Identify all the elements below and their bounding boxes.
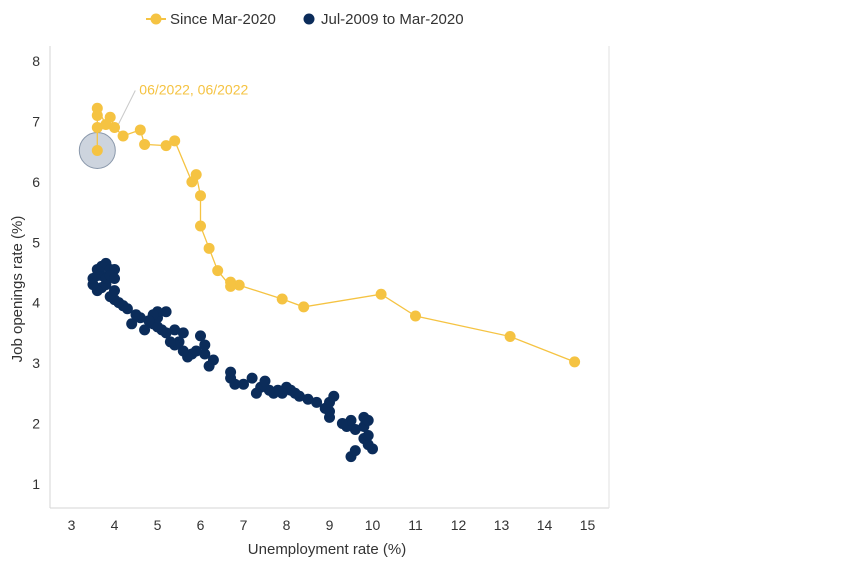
data-point-since-mar-2020 [504, 330, 516, 342]
data-point-jul2009-mar2020 [199, 339, 211, 351]
data-point-jul2009-mar2020 [139, 324, 151, 336]
data-point-jul2009-mar2020 [199, 348, 211, 360]
x-tick-label: 4 [111, 517, 119, 533]
legend-swatch-since-mar-2020 [150, 13, 162, 25]
x-tick-label: 3 [68, 517, 76, 533]
data-point-jul2009-mar2020 [238, 378, 249, 390]
data-point-jul2009-mar2020 [362, 414, 374, 426]
data-point-since-mar-2020 [186, 176, 198, 188]
data-point-since-mar-2020 [100, 119, 112, 131]
data-point-jul2009-mar2020 [259, 375, 271, 387]
data-point-jul2009-mar2020 [109, 273, 120, 285]
data-point-since-mar-2020 [375, 288, 387, 300]
x-tick-label: 7 [240, 517, 248, 533]
data-point-since-mar-2020 [91, 144, 103, 156]
data-point-since-mar-2020 [212, 265, 224, 277]
data-point-jul2009-mar2020 [203, 360, 215, 372]
x-tick-label: 5 [154, 517, 162, 533]
data-point-since-mar-2020 [225, 280, 237, 292]
data-point-jul2009-mar2020 [225, 366, 237, 378]
data-point-since-mar-2020 [160, 140, 172, 152]
data-point-since-mar-2020 [109, 122, 120, 134]
y-tick-label: 5 [32, 234, 40, 250]
x-tick-label: 9 [326, 517, 334, 533]
data-point-jul2009-mar2020 [164, 336, 176, 348]
data-point-since-mar-2020 [298, 301, 310, 313]
series-since-mar-2020 [91, 102, 581, 368]
data-point-jul2009-mar2020 [109, 285, 120, 297]
x-tick-label: 8 [283, 517, 291, 533]
y-tick-label: 1 [32, 476, 40, 492]
y-tick-label: 6 [32, 174, 40, 190]
legend: Since Mar-2020 Jul-2009 to Mar-2020 [146, 11, 464, 28]
x-tick-label: 12 [451, 517, 467, 533]
annotation-label: 06/2022, 06/2022 [139, 81, 248, 97]
x-tick-label: 13 [494, 517, 510, 533]
data-point-since-mar-2020 [195, 220, 206, 232]
data-point-jul2009-mar2020 [169, 324, 181, 336]
y-tick-label: 7 [32, 113, 40, 129]
data-point-jul2009-mar2020 [160, 306, 172, 318]
data-point-since-mar-2020 [410, 310, 421, 322]
data-point-jul2009-mar2020 [130, 309, 142, 321]
legend-label-since-mar-2020: Since Mar-2020 [170, 11, 276, 28]
y-axis-title: Job openings rate (%) [9, 216, 26, 363]
data-point-since-mar-2020 [276, 293, 288, 305]
y-tick-label: 3 [32, 355, 40, 371]
data-point-since-mar-2020 [203, 242, 215, 254]
data-point-jul2009-mar2020 [143, 315, 155, 327]
data-point-since-mar-2020 [195, 190, 206, 202]
x-tick-label: 10 [365, 517, 381, 533]
data-point-since-mar-2020 [139, 138, 151, 150]
data-point-since-mar-2020 [233, 279, 245, 291]
data-point-since-mar-2020 [134, 124, 146, 136]
data-point-jul2009-mar2020 [195, 330, 206, 342]
x-tick-label: 15 [580, 517, 596, 533]
data-point-since-mar-2020 [91, 122, 103, 134]
data-point-jul2009-mar2020 [362, 430, 374, 442]
y-tick-label: 8 [32, 53, 40, 69]
data-point-jul2009-mar2020 [246, 372, 258, 384]
x-tick-label: 14 [537, 517, 553, 533]
y-tick-label: 4 [32, 295, 40, 311]
y-tick-label: 2 [32, 415, 40, 431]
data-point-jul2009-mar2020 [336, 417, 348, 429]
axes [49, 46, 610, 509]
legend-swatch-jul2009-mar2020 [303, 13, 315, 25]
x-tick-label: 6 [197, 517, 205, 533]
data-point-jul2009-mar2020 [250, 387, 262, 399]
data-point-jul2009-mar2020 [311, 396, 323, 408]
y-tick-labels: 1 2 3 4 5 6 7 8 [32, 53, 40, 492]
x-tick-label: 11 [408, 517, 423, 533]
data-point-jul2009-mar2020 [177, 345, 189, 357]
data-point-jul2009-mar2020 [349, 423, 361, 435]
data-point-jul2009-mar2020 [177, 327, 189, 339]
x-axis-title: Unemployment rate (%) [248, 541, 406, 558]
annotation-leader-line [116, 90, 136, 127]
data-point-jul2009-mar2020 [302, 393, 314, 405]
data-point-jul2009-mar2020 [328, 390, 340, 402]
data-point-jul2009-mar2020 [345, 414, 357, 426]
data-point-since-mar-2020 [91, 109, 103, 121]
data-point-since-mar-2020 [117, 130, 129, 142]
data-point-jul2009-mar2020 [263, 384, 275, 396]
data-point-jul2009-mar2020 [349, 445, 361, 457]
legend-label-jul2009-mar2020: Jul-2009 to Mar-2020 [321, 11, 464, 28]
x-tick-labels: 3 4 5 6 7 8 9 10 11 12 13 14 15 [68, 517, 596, 533]
data-point-since-mar-2020 [569, 356, 581, 368]
data-point-since-mar-2020 [169, 135, 181, 147]
data-point-jul2009-mar2020 [126, 318, 138, 330]
series-jul2009-mar2020 [87, 257, 378, 463]
